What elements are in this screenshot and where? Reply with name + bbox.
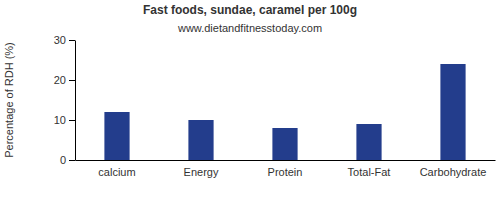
axis-line xyxy=(75,41,76,161)
title: Fast foods, sundae, caramel per 100g xyxy=(143,3,357,17)
tick-label: 10 xyxy=(54,114,66,126)
tick: 10 xyxy=(54,114,75,126)
tick: Total-Fat xyxy=(348,160,391,178)
tick-mark xyxy=(69,80,75,81)
bar xyxy=(272,128,297,160)
bar xyxy=(104,112,129,160)
tick-label: calcium xyxy=(98,166,135,178)
tick-label: 20 xyxy=(54,74,66,86)
tick: 0 xyxy=(60,154,75,166)
tick: 20 xyxy=(54,74,75,86)
tick-mark xyxy=(69,120,75,121)
bar xyxy=(440,64,465,160)
subtitle: www.dietandfitnesstoday.com xyxy=(177,22,322,34)
tick-mark xyxy=(69,40,75,41)
chart: 0 10 20 30 calcium Energy Protein Total-Fat Carb… xyxy=(0,0,500,200)
y-axis: 0 10 20 30 xyxy=(54,34,76,166)
tick: Carbohydrate xyxy=(420,160,487,178)
tick-label: Total-Fat xyxy=(348,166,391,178)
tick: calcium xyxy=(98,160,135,178)
y-axis-title: Percentage of RDH (%) xyxy=(3,42,15,158)
tick: Protein xyxy=(268,160,303,178)
tick-label: 30 xyxy=(54,34,66,46)
tick-label: 0 xyxy=(60,154,66,166)
tick-mark xyxy=(69,160,75,161)
bar xyxy=(356,124,381,160)
tick-label: Energy xyxy=(184,166,219,178)
bars xyxy=(104,64,465,160)
tick-label: Protein xyxy=(268,166,303,178)
axis-line xyxy=(76,160,496,161)
tick-label: Carbohydrate xyxy=(420,166,487,178)
tick: 30 xyxy=(54,34,75,46)
bar xyxy=(188,120,213,160)
tick: Energy xyxy=(184,160,219,178)
x-axis: calcium Energy Protein Total-Fat Carbohydrat… xyxy=(76,160,496,178)
